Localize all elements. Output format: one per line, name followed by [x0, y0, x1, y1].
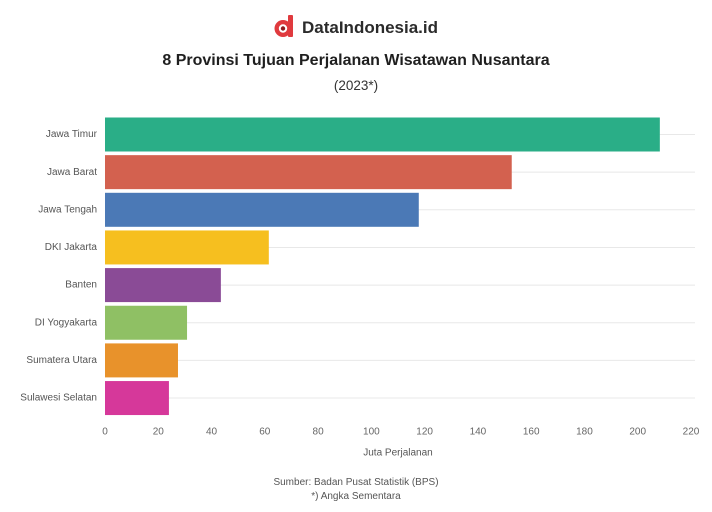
x-tick-label: 160 — [523, 427, 540, 438]
bar-jawa-timur — [105, 117, 660, 152]
x-tick-label: 100 — [363, 427, 380, 438]
bar-sulawesi-selatan — [105, 381, 169, 416]
brand-name: DataIndonesia.id — [301, 18, 439, 37]
x-tick-label: 220 — [683, 427, 700, 438]
x-axis-label: Juta Perjalanan — [363, 448, 433, 459]
x-tick-label: 80 — [313, 427, 325, 438]
category-label: Jawa Barat — [47, 167, 97, 178]
bars — [105, 117, 660, 416]
bar-sumatera-utara — [105, 343, 178, 378]
bar-di-yogyakarta — [105, 305, 188, 340]
bar-dki-jakarta — [105, 230, 269, 265]
brand-header: DataIndonesia.id — [0, 14, 712, 42]
bar-jawa-barat — [105, 155, 512, 190]
x-tick-label: 180 — [576, 427, 593, 438]
category-labels: Jawa Timur Jawa Barat Jawa Tengah DKI Jakar… — [20, 129, 97, 404]
category-label: DKI Jakarta — [45, 242, 98, 253]
x-tick-label: 60 — [259, 427, 271, 438]
category-label: Banten — [65, 280, 97, 291]
bar-banten — [105, 268, 221, 303]
category-label: Sumatera Utara — [26, 355, 97, 366]
dataindonesia-logo-icon — [274, 14, 294, 42]
x-tick-label: 200 — [629, 427, 646, 438]
source-note: Sumber: Badan Pusat Statistik (BPS) — [273, 477, 439, 488]
bar-chart: Jawa Timur Jawa Barat Jawa Tengah DKI Jakar… — [20, 117, 700, 459]
x-tick-labels: 0 20 40 60 80 100 120 140 160 180 200 220 — [102, 427, 700, 438]
category-label: Jawa Tengah — [38, 204, 97, 215]
category-label: DI Yogyakarta — [35, 317, 98, 328]
x-tick-label: 120 — [416, 427, 433, 438]
category-label: Sulawesi Selatan — [20, 393, 97, 404]
x-tick-label: 140 — [470, 427, 487, 438]
bar-jawa-tengah — [105, 192, 419, 227]
x-tick-label: 20 — [153, 427, 165, 438]
chart-title: 8 Provinsi Tujuan Perjalanan Wisatawan N… — [162, 52, 550, 69]
x-tick-label: 0 — [102, 427, 108, 438]
category-label: Jawa Timur — [46, 129, 98, 140]
chart-subtitle: (2023*) — [333, 78, 379, 93]
x-tick-label: 40 — [206, 427, 218, 438]
footnote: *) Angka Sementara — [311, 491, 401, 502]
